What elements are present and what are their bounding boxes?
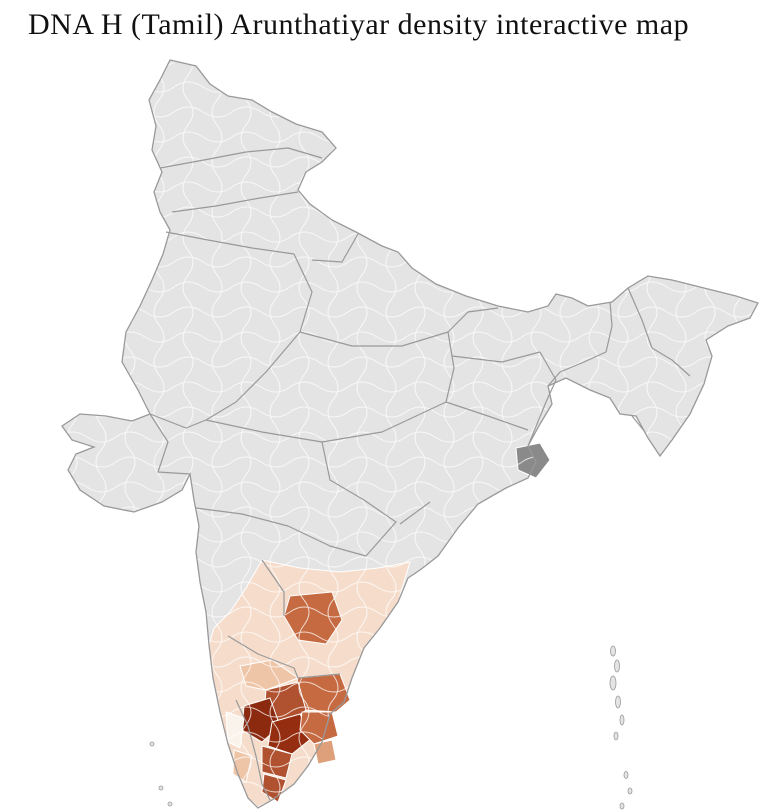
andaman-island[interactable] xyxy=(615,695,621,709)
lakshadweep-islands[interactable] xyxy=(149,741,173,807)
district-borders-overlay xyxy=(62,60,758,808)
andaman-island[interactable] xyxy=(609,675,617,691)
andaman-nicobar-islands[interactable] xyxy=(609,645,633,810)
page-title: DNA H (Tamil) Arunthatiyar density inter… xyxy=(28,8,690,41)
nicobar-island[interactable] xyxy=(627,787,633,795)
andaman-island[interactable] xyxy=(619,714,625,726)
andaman-island[interactable] xyxy=(610,645,616,657)
state-borders xyxy=(149,147,691,801)
lakshadweep-island[interactable] xyxy=(158,785,164,791)
lakshadweep-island[interactable] xyxy=(167,801,173,807)
andaman-island[interactable] xyxy=(614,659,620,673)
andaman-island[interactable] xyxy=(613,731,619,741)
nicobar-island[interactable] xyxy=(623,771,629,779)
lakshadweep-island[interactable] xyxy=(149,741,155,747)
nicobar-island[interactable] xyxy=(619,802,625,810)
